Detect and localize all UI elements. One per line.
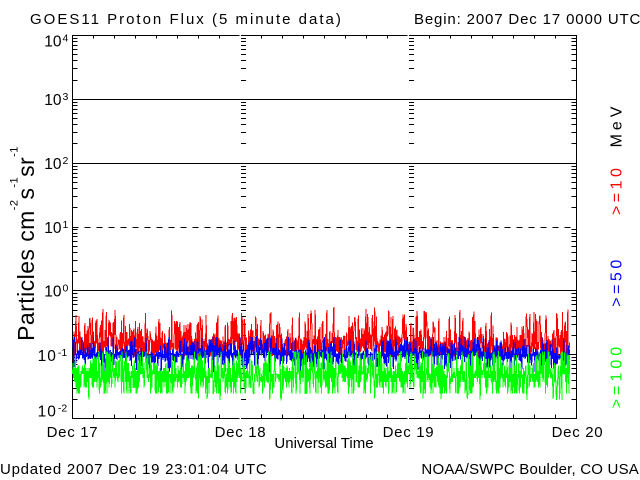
svg-text:NOAA/SWPC Boulder, CO USA: NOAA/SWPC Boulder, CO USA (421, 461, 639, 478)
svg-text:MeV: MeV (609, 103, 626, 148)
svg-text:>=10: >=10 (609, 165, 626, 215)
svg-text:>=100: >=100 (609, 343, 626, 408)
svg-text:Particles cm-2s-1sr-1: Particles cm-2s-1sr-1 (9, 146, 40, 341)
svg-text:Begin: 2007 Dec 17 0000 UTC: Begin: 2007 Dec 17 0000 UTC (414, 11, 640, 28)
svg-text:Dec 19: Dec 19 (383, 424, 435, 441)
svg-text:Dec 20: Dec 20 (552, 424, 604, 441)
svg-text:GOES11 Proton Flux (5 minute d: GOES11 Proton Flux (5 minute data) (30, 11, 343, 28)
svg-text:Dec 17: Dec 17 (47, 424, 99, 441)
svg-text:Universal Time: Universal Time (274, 435, 373, 452)
svg-text:Updated 2007 Dec 19 23:01:04 U: Updated 2007 Dec 19 23:01:04 UTC (0, 461, 268, 478)
svg-text:>=50: >=50 (609, 256, 626, 306)
svg-text:Dec 18: Dec 18 (215, 424, 267, 441)
